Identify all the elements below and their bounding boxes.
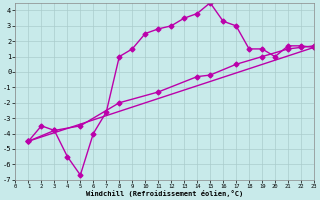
X-axis label: Windchill (Refroidissement éolien,°C): Windchill (Refroidissement éolien,°C) <box>86 190 243 197</box>
